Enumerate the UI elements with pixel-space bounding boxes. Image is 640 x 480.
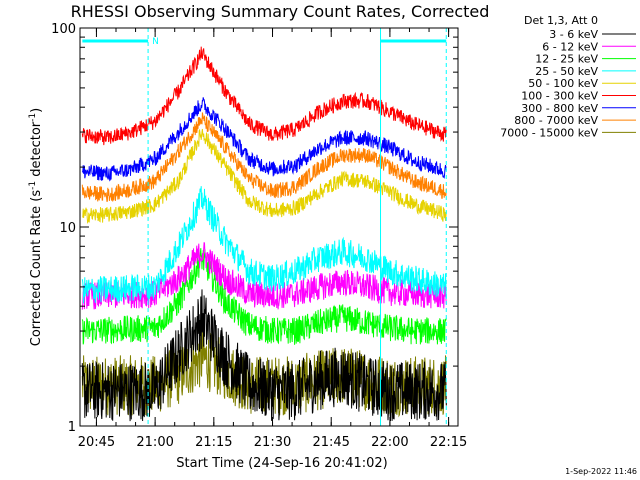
series-line-3	[81, 186, 447, 304]
series-line-4	[82, 128, 447, 224]
x-tick-label: 21:00	[136, 435, 173, 450]
x-axis: 20:45 21:00 21:15 21:30 21:45 22:00 22:15	[78, 28, 467, 450]
x-tick-label: 21:15	[195, 435, 232, 450]
y-axis-label-part: )	[29, 108, 44, 113]
y-tick-label: 1	[68, 420, 76, 435]
legend-label: 25 - 50 keV	[535, 65, 598, 78]
series-line-7	[81, 112, 447, 202]
night-label: N	[152, 37, 159, 47]
legend-label: 50 - 100 keV	[528, 77, 598, 90]
series-line-5	[81, 46, 447, 146]
x-tick-label: 21:30	[254, 435, 291, 450]
y-axis-label-superscript: -1	[28, 113, 38, 122]
y-axis-label-part: Corrected Count Rate (s	[29, 190, 44, 347]
timestamp: 1-Sep-2022 11:46	[565, 467, 637, 476]
x-tick-label: 22:00	[371, 435, 408, 450]
x-tick-label: 22:15	[430, 435, 467, 450]
y-tick-label: 100	[51, 22, 76, 37]
series-line-0	[81, 289, 447, 422]
legend-label: 100 - 300 keV	[521, 90, 598, 103]
legend-label: 7000 - 15000 keV	[500, 126, 598, 139]
series-line-6	[81, 97, 447, 182]
x-axis-label: Start Time (24-Sep-16 20:41:02)	[176, 456, 387, 471]
y-axis-label-part: detector	[29, 121, 44, 181]
legend-title: Det 1,3, Att 0	[524, 14, 598, 27]
legend-label: 3 - 6 keV	[549, 28, 598, 41]
legend-label: 12 - 25 keV	[535, 53, 598, 66]
legend-label: 300 - 800 keV	[521, 102, 598, 115]
chart-title: RHESSI Observing Summary Count Rates, Co…	[71, 2, 490, 21]
y-axis-label-superscript: -1	[28, 181, 38, 190]
legend-label: 800 - 7000 keV	[514, 114, 598, 127]
x-tick-label: 21:45	[312, 435, 349, 450]
y-tick-label: 10	[59, 221, 76, 236]
legend-label: 6 - 12 keV	[542, 40, 598, 53]
y-axis: 1 10 100	[51, 22, 458, 435]
series-line-2	[81, 248, 447, 345]
y-axis-label: Corrected Count Rate (s-1 detector-1)	[28, 108, 44, 346]
plot-area: N	[81, 28, 447, 426]
x-tick-label: 20:45	[78, 435, 115, 450]
